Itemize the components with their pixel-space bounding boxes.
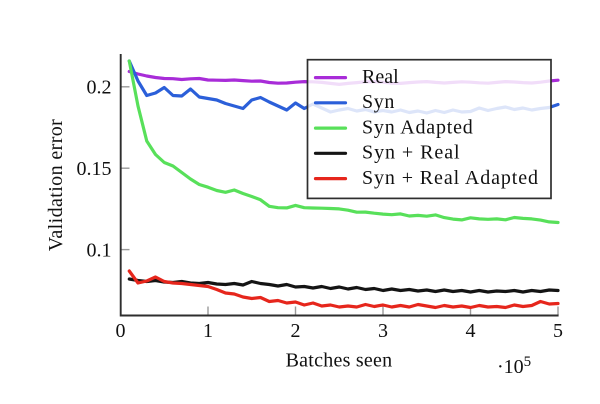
svg-text:3: 3: [378, 320, 388, 342]
svg-text:1: 1: [203, 320, 213, 342]
svg-text:Syn Adapted: Syn Adapted: [362, 116, 474, 138]
svg-text:0.15: 0.15: [77, 158, 112, 180]
svg-text:0: 0: [116, 320, 126, 342]
svg-text:Batches seen: Batches seen: [286, 349, 393, 371]
svg-text:Syn: Syn: [362, 91, 395, 113]
svg-text:0.1: 0.1: [87, 239, 112, 261]
svg-text:Syn + Real: Syn + Real: [362, 142, 461, 164]
svg-text:Syn + Real Adapted: Syn + Real Adapted: [362, 167, 539, 189]
svg-text:4: 4: [466, 320, 476, 342]
svg-text:2: 2: [291, 320, 301, 342]
svg-text:0.2: 0.2: [87, 77, 112, 99]
svg-text:Real: Real: [362, 66, 399, 88]
svg-text:Validation error: Validation error: [45, 119, 67, 251]
svg-text:5: 5: [553, 320, 563, 342]
